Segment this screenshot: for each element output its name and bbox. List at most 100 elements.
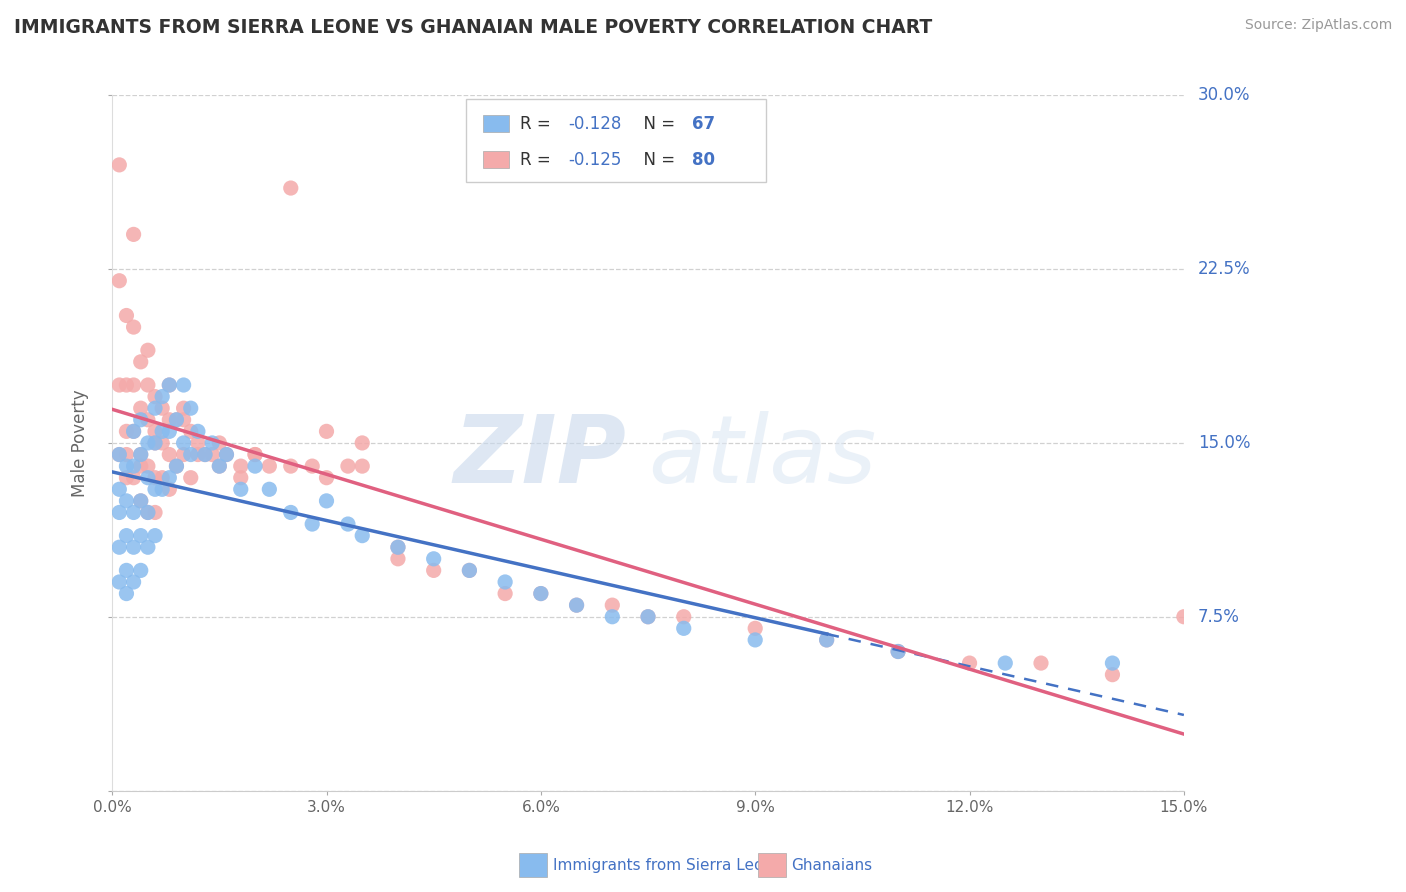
Text: R =: R = <box>520 115 557 133</box>
Point <box>157 378 180 392</box>
Point <box>150 425 173 439</box>
Point <box>143 483 166 497</box>
Point <box>115 459 138 474</box>
Point <box>565 598 588 612</box>
Point <box>115 494 138 508</box>
Point <box>259 459 281 474</box>
Point <box>387 540 409 554</box>
Point <box>157 483 180 497</box>
Point <box>150 436 173 450</box>
Point <box>157 425 180 439</box>
Point <box>150 390 173 404</box>
Text: R =: R = <box>520 151 557 169</box>
Point <box>108 506 131 520</box>
Point <box>157 471 180 485</box>
Point <box>1029 656 1052 670</box>
Point <box>208 459 231 474</box>
Point <box>122 540 145 554</box>
Point <box>815 632 838 647</box>
Point <box>122 378 145 392</box>
Point <box>530 586 553 600</box>
Point <box>887 644 910 658</box>
Point <box>180 425 202 439</box>
FancyBboxPatch shape <box>465 99 766 182</box>
Point <box>672 609 695 624</box>
Point <box>301 516 323 531</box>
Point <box>136 378 159 392</box>
Point <box>108 540 131 554</box>
Point <box>129 494 152 508</box>
Point <box>115 528 138 542</box>
Point <box>173 401 195 416</box>
Point <box>259 483 281 497</box>
Point <box>122 425 145 439</box>
Point <box>387 551 409 566</box>
Point <box>194 448 217 462</box>
Text: 80: 80 <box>692 151 716 169</box>
Point <box>994 656 1017 670</box>
Point <box>143 436 166 450</box>
Point <box>887 644 910 658</box>
Point <box>166 413 188 427</box>
Point <box>143 528 166 542</box>
Point <box>600 598 623 612</box>
Point <box>129 413 152 427</box>
Text: -0.125: -0.125 <box>568 151 621 169</box>
Point <box>136 540 159 554</box>
Point <box>129 355 152 369</box>
Point <box>129 494 152 508</box>
Point <box>1101 667 1123 681</box>
Point <box>143 506 166 520</box>
Point <box>600 609 623 624</box>
Point <box>157 448 180 462</box>
Point <box>422 551 444 566</box>
Point <box>115 471 138 485</box>
Point <box>243 448 266 462</box>
Text: 22.5%: 22.5% <box>1198 260 1250 278</box>
Point <box>115 378 138 392</box>
FancyBboxPatch shape <box>484 152 509 168</box>
Point <box>422 563 444 577</box>
Text: 30.0%: 30.0% <box>1198 87 1250 104</box>
Point <box>187 448 209 462</box>
Point <box>280 506 302 520</box>
Point <box>136 436 159 450</box>
Text: 7.5%: 7.5% <box>1198 607 1240 626</box>
Point <box>166 459 188 474</box>
Point <box>115 425 138 439</box>
Point <box>150 471 173 485</box>
Point <box>744 632 766 647</box>
Point <box>637 609 659 624</box>
Point <box>157 413 180 427</box>
Point <box>229 459 252 474</box>
Point <box>187 425 209 439</box>
Point <box>180 401 202 416</box>
Point <box>352 436 374 450</box>
Point <box>494 586 516 600</box>
Text: Immigrants from Sierra Leone: Immigrants from Sierra Leone <box>553 858 782 872</box>
Point <box>115 563 138 577</box>
Point <box>187 436 209 450</box>
Point <box>565 598 588 612</box>
Point <box>744 621 766 635</box>
Point <box>280 459 302 474</box>
Point <box>122 574 145 589</box>
Point <box>352 459 374 474</box>
Point <box>387 540 409 554</box>
Point <box>173 413 195 427</box>
Point <box>208 459 231 474</box>
Point <box>136 506 159 520</box>
Point <box>166 413 188 427</box>
Point <box>136 459 159 474</box>
Point <box>122 506 145 520</box>
Point <box>815 632 838 647</box>
Point <box>194 448 217 462</box>
Point <box>173 436 195 450</box>
Text: atlas: atlas <box>648 411 876 502</box>
Point <box>108 483 131 497</box>
Point <box>157 378 180 392</box>
Point <box>143 401 166 416</box>
Point <box>143 436 166 450</box>
Point <box>129 459 152 474</box>
Point <box>108 274 131 288</box>
